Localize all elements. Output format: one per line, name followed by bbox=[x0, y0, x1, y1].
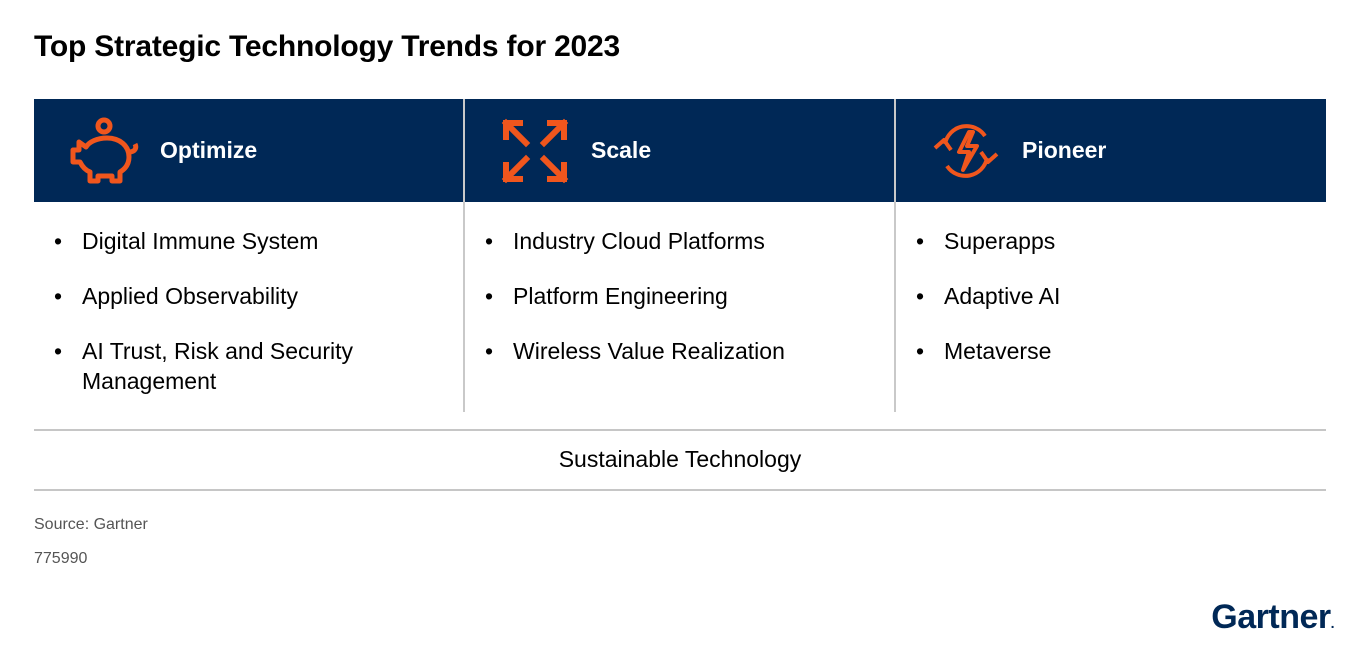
list-item: Adaptive AI bbox=[916, 281, 1274, 311]
cross-trend-bottom-rule bbox=[34, 489, 1326, 491]
cross-trend-label: Sustainable Technology bbox=[558, 445, 802, 472]
column-header-pioneer: Pioneer bbox=[896, 99, 1326, 202]
column-divider bbox=[894, 99, 896, 412]
column-body-optimize: Digital Immune System Applied Observabil… bbox=[34, 202, 464, 412]
gartner-logo: Gartner. bbox=[1211, 598, 1334, 637]
list-item: Wireless Value Realization bbox=[485, 336, 843, 366]
column-title-optimize: Optimize bbox=[160, 137, 258, 163]
list-item: Metaverse bbox=[916, 336, 1274, 366]
column-body-scale: Industry Cloud Platforms Platform Engine… bbox=[465, 202, 895, 412]
cross-trend-top-rule bbox=[34, 429, 1326, 431]
page-title: Top Strategic Technology Trends for 2023 bbox=[34, 30, 621, 63]
list-item: Digital Immune System bbox=[54, 226, 412, 256]
lightning-cycle-icon bbox=[926, 116, 1006, 186]
list-item: Superapps bbox=[916, 226, 1274, 256]
list-item: Industry Cloud Platforms bbox=[485, 226, 843, 256]
column-divider bbox=[463, 99, 465, 412]
column-title-scale: Scale bbox=[591, 137, 652, 163]
column-header-scale: Scale bbox=[465, 99, 895, 202]
list-item: Platform Engineering bbox=[485, 281, 843, 311]
column-pioneer: Pioneer Superapps Adaptive AI Metaverse bbox=[896, 99, 1326, 412]
column-body-pioneer: Superapps Adaptive AI Metaverse bbox=[896, 202, 1326, 412]
column-header-optimize: Optimize bbox=[34, 99, 464, 202]
logo-dot: . bbox=[1330, 615, 1335, 631]
logo-text: Gartner bbox=[1211, 598, 1331, 636]
document-id: 775990 bbox=[34, 550, 88, 567]
column-optimize: Optimize Digital Immune System Applied O… bbox=[34, 99, 465, 412]
list-item: AI Trust, Risk and Security Management bbox=[54, 336, 412, 396]
piggy-bank-icon bbox=[64, 116, 144, 186]
source-note: Source: Gartner bbox=[34, 516, 148, 533]
column-title-pioneer: Pioneer bbox=[1022, 137, 1107, 163]
column-scale: Scale Industry Cloud Platforms Platform … bbox=[465, 99, 896, 412]
trends-grid: Optimize Digital Immune System Applied O… bbox=[34, 99, 1326, 412]
expand-arrows-icon bbox=[495, 116, 575, 186]
list-item: Applied Observability bbox=[54, 281, 412, 311]
